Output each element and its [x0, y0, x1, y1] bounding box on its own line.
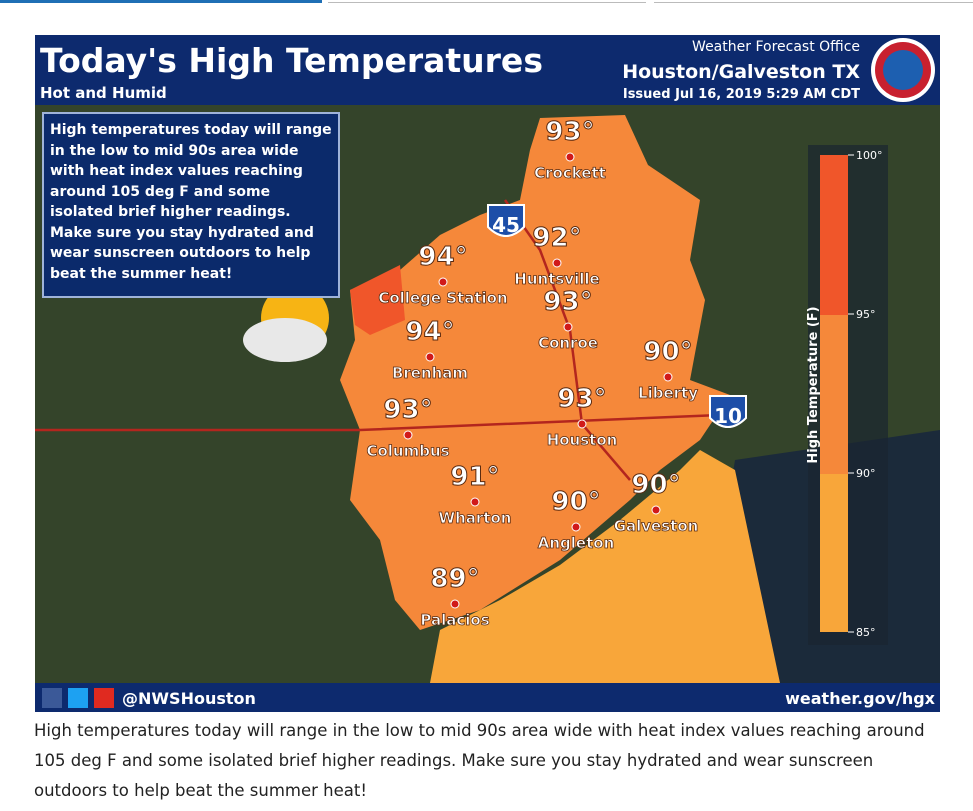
nws-logo-center — [883, 50, 923, 90]
city-temp: 90° — [643, 337, 692, 367]
website: weather.gov/hgx — [785, 689, 936, 708]
interstate-number: 10 — [714, 404, 742, 428]
region-red — [350, 265, 405, 335]
office: Weather Forecast Office — [692, 39, 860, 55]
twitter-icon — [68, 688, 88, 708]
city-name: Brenham — [392, 364, 468, 382]
graphic: Today's High Temperatures Hot and Humid … — [0, 0, 973, 712]
city-name: College Station — [378, 289, 507, 307]
legend-tick-label: 85° — [856, 626, 876, 639]
city-dot — [403, 430, 413, 440]
tab — [328, 2, 646, 3]
legend-orange — [820, 315, 848, 474]
legend-title: High Temperature (F) — [806, 306, 821, 463]
tab-active — [0, 0, 322, 3]
interstate-number: 45 — [492, 213, 520, 237]
info-box: High temperatures today will range in th… — [42, 112, 340, 298]
city-temp: 89° — [430, 564, 479, 594]
legend-red — [820, 155, 848, 315]
city-dot — [450, 599, 460, 609]
city-dot — [563, 322, 573, 332]
issued: Issued Jul 16, 2019 5:29 AM CDT — [623, 87, 860, 102]
city-temp: 90° — [631, 470, 680, 500]
city-dot — [571, 522, 581, 532]
region-yellow — [430, 450, 780, 683]
region-orange — [340, 115, 730, 630]
city-temp: 91° — [450, 462, 499, 492]
city-temp: 90° — [551, 487, 600, 517]
city-name: Galveston — [614, 517, 699, 535]
caption: High temperatures today will range in th… — [34, 721, 925, 800]
city-temp: 93° — [557, 384, 606, 414]
city-name: Angleton — [538, 534, 615, 552]
city-dot — [577, 419, 587, 429]
header-band — [35, 35, 940, 105]
subtitle: Hot and Humid — [40, 84, 167, 102]
legend-tick-label: 100° — [856, 149, 883, 162]
city-name: Houston — [547, 431, 618, 449]
city-name: Crockett — [534, 164, 606, 182]
highway — [35, 413, 721, 432]
legend-ticks: 100° 95° 90° 85° — [848, 149, 883, 639]
city-temp: 93° — [383, 395, 432, 425]
city-dot — [663, 372, 673, 382]
facebook-icon — [42, 688, 62, 708]
city-dot — [470, 497, 480, 507]
handle: @NWSHouston — [122, 689, 256, 708]
legend-tick-label: 95° — [856, 308, 876, 321]
legend-tick-label: 90° — [856, 467, 876, 480]
city-dot — [425, 352, 435, 362]
title: Today's High Temperatures — [40, 41, 543, 80]
footer-band — [35, 683, 940, 712]
city-dot — [651, 505, 661, 515]
city-name: Columbus — [366, 442, 449, 460]
city-temp: 93° — [543, 287, 592, 317]
youtube-icon — [94, 688, 114, 708]
city-name: Conroe — [538, 334, 598, 352]
legend-yellow — [820, 474, 848, 632]
shield-10: 10 — [709, 395, 747, 428]
city-name: Huntsville — [514, 270, 599, 288]
tab — [654, 2, 973, 3]
location: Houston/Galveston TX — [622, 61, 860, 83]
cloud-icon — [243, 318, 327, 362]
city-temp: 92° — [532, 223, 581, 253]
cities: 93° Crockett 92° Huntsville 94° College Stati… — [366, 117, 699, 630]
city-dot — [438, 277, 448, 287]
city-name: Wharton — [439, 509, 512, 527]
city-name: Palacios — [420, 611, 489, 629]
city-dot — [552, 258, 562, 268]
city-name: Liberty — [638, 384, 698, 402]
city-temp: 93° — [545, 117, 594, 147]
shield-45: 45 — [487, 204, 525, 237]
city-temp: 94° — [418, 242, 467, 272]
city-temp: 94° — [405, 317, 454, 347]
city-dot — [565, 152, 575, 162]
